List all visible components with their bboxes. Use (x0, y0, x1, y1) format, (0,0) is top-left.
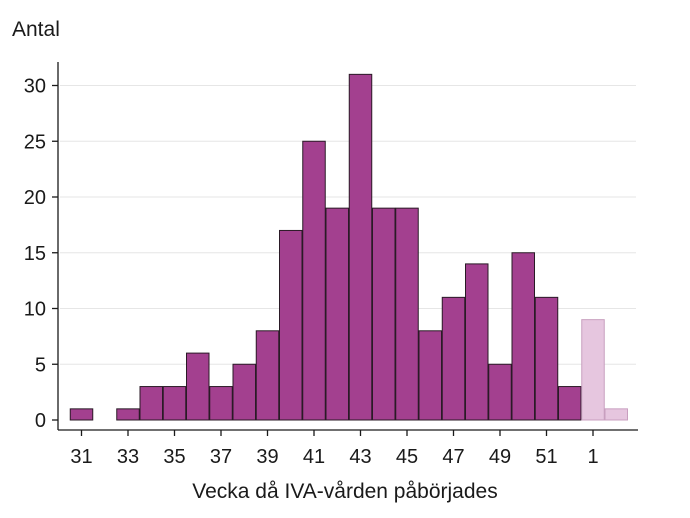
bar-week-42 (325, 207, 349, 421)
bar-week-52 (558, 386, 582, 421)
bar-week-39 (255, 330, 280, 421)
x-tick-label: 39 (256, 446, 278, 468)
bar-week-40 (279, 229, 303, 421)
bar-week-36 (186, 352, 210, 421)
y-tick-label: 30 (24, 76, 46, 98)
x-tick-label: 47 (442, 446, 464, 468)
bars (69, 73, 628, 421)
y-tick-label: 15 (24, 243, 46, 265)
x-tick-label: 45 (396, 446, 418, 468)
bar-week-31 (69, 408, 94, 421)
y-tick-label: 10 (24, 299, 46, 321)
x-tick-label: 33 (117, 446, 139, 468)
bar-week-47 (441, 296, 466, 421)
y-tick-label: 0 (35, 410, 46, 432)
y-tick-label: 5 (35, 354, 46, 376)
bar-week-51 (534, 296, 559, 421)
x-tick-label: 31 (70, 446, 92, 468)
x-axis-title: Vecka då IVA-vården påbörjades (192, 480, 498, 503)
bar-week-49 (488, 363, 512, 421)
x-tick-label: 49 (489, 446, 511, 468)
bar-week-41 (302, 140, 326, 421)
x-tick-label: 37 (210, 446, 232, 468)
y-ticks: 0 5 10 15 20 25 30 (24, 76, 58, 432)
bar-week-37 (209, 386, 233, 421)
bar-week-1 (581, 319, 605, 421)
x-ticks: 31 33 35 37 39 41 43 45 47 49 51 1 (70, 430, 599, 468)
bar-week-43 (348, 73, 373, 421)
axes (57, 62, 638, 431)
bar-week-44 (372, 207, 396, 421)
x-tick-label: 43 (349, 446, 371, 468)
x-tick-label: 1 (587, 446, 598, 468)
bar-week-38 (232, 363, 256, 421)
bar-week-2 (604, 408, 628, 421)
x-tick-label: 41 (303, 446, 325, 468)
bar-week-45 (395, 207, 419, 421)
x-tick-label: 35 (163, 446, 185, 468)
y-tick-label: 25 (24, 131, 46, 153)
y-tick-label: 20 (24, 187, 46, 209)
bar-week-35 (162, 386, 187, 421)
y-axis-title: Antal (12, 18, 60, 41)
bar-week-34 (139, 386, 163, 421)
bar-week-50 (511, 252, 535, 421)
bar-week-48 (465, 263, 489, 421)
bar-week-33 (116, 408, 140, 421)
bar-week-46 (418, 330, 442, 421)
x-tick-label: 51 (535, 446, 557, 468)
